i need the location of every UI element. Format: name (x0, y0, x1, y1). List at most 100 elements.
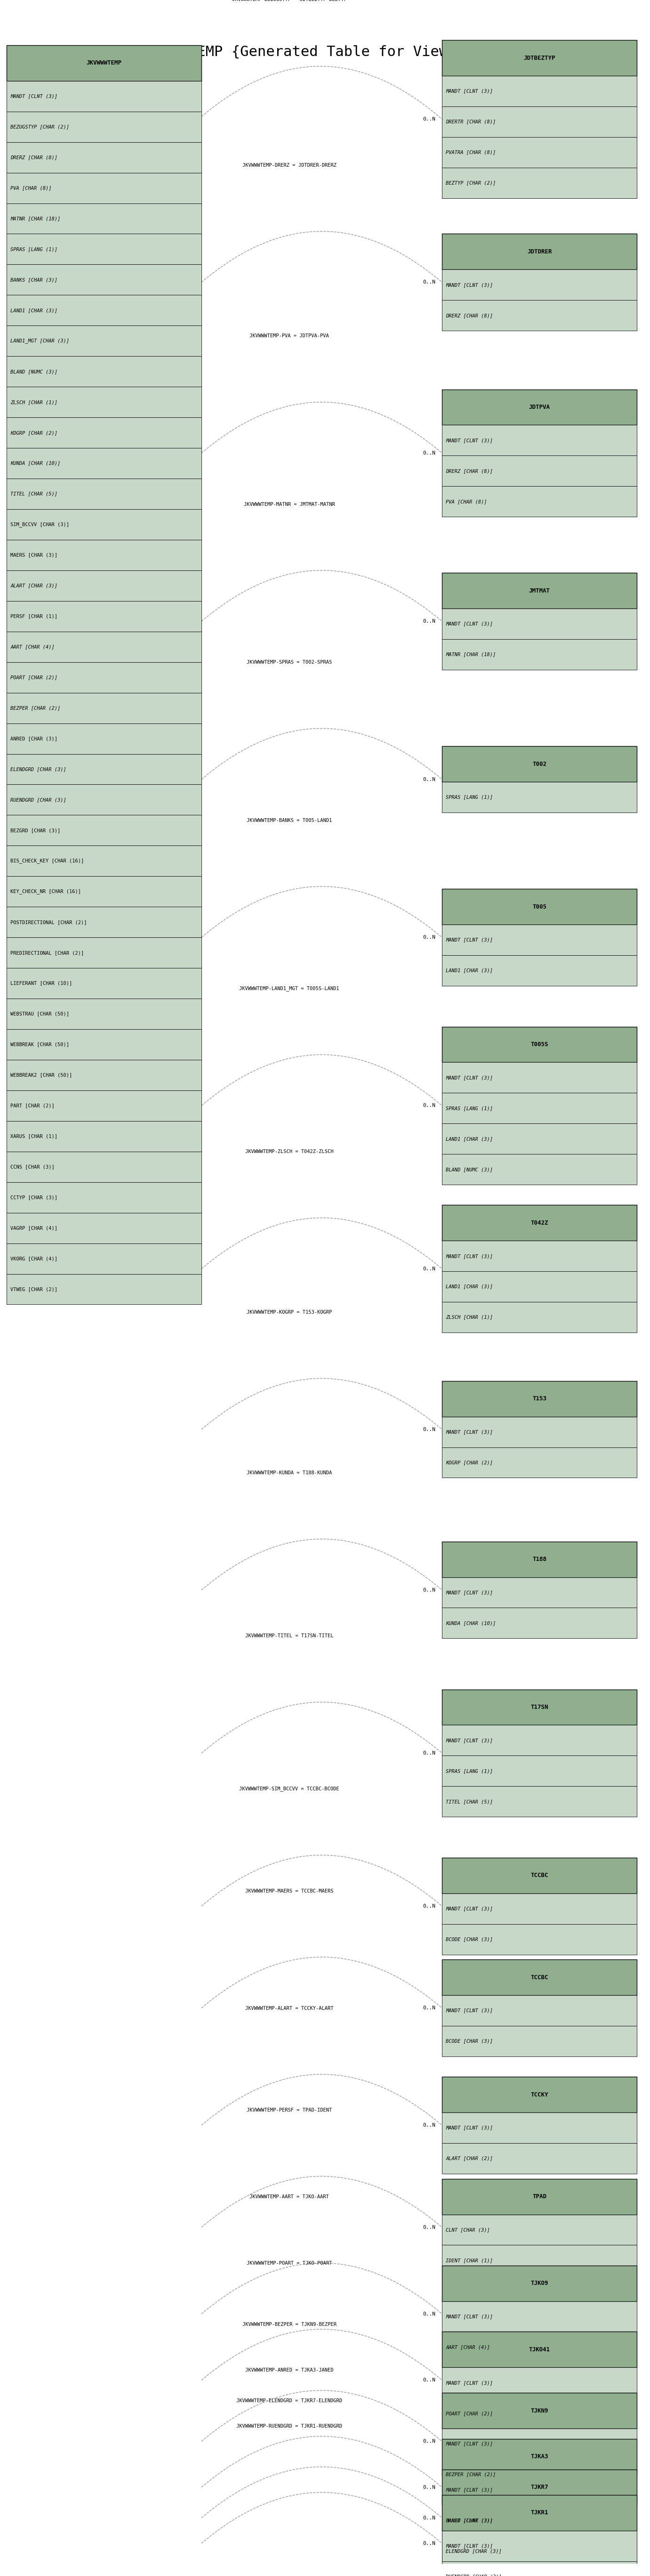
Bar (442, 1960, 637, 1996)
Bar (6, 569, 202, 600)
Bar (6, 755, 202, 786)
Bar (442, 639, 637, 670)
Text: IDENT [CHAR (1)]: IDENT [CHAR (1)] (446, 2259, 493, 2262)
Bar (442, 234, 637, 270)
Text: MANDT [CLNT (3)]: MANDT [CLNT (3)] (446, 938, 493, 943)
Text: 0..N: 0..N (422, 2517, 436, 2519)
Bar (6, 46, 202, 80)
Text: MATNR [CHAR (18)]: MATNR [CHAR (18)] (446, 652, 496, 657)
Bar (442, 301, 637, 330)
Text: 0..N: 0..N (422, 116, 436, 121)
Text: JDTDRER: JDTDRER (527, 250, 552, 255)
Bar (6, 1121, 202, 1151)
Bar (442, 2504, 637, 2535)
Text: TJKR7: TJKR7 (530, 2483, 549, 2491)
Bar (442, 1061, 637, 1092)
Bar (6, 111, 202, 142)
Bar (442, 1690, 637, 1726)
Text: MATNR [CHAR (18)]: MATNR [CHAR (18)] (10, 216, 60, 222)
Bar (442, 41, 637, 75)
Bar (6, 479, 202, 510)
Text: AART [CHAR (4)]: AART [CHAR (4)] (10, 644, 55, 649)
Text: JKVWWWTEMP-AART = TJKO-AART: JKVWWWTEMP-AART = TJKO-AART (250, 2195, 329, 2200)
Bar (6, 325, 202, 355)
Text: POART [CHAR (2)]: POART [CHAR (2)] (446, 2411, 493, 2416)
Text: T17SN: T17SN (530, 1705, 549, 1710)
Text: ELENDGRD [CHAR (3)]: ELENDGRD [CHAR (3)] (446, 2548, 502, 2553)
Text: KEY_CHECK_NR [CHAR (16)]: KEY_CHECK_NR [CHAR (16)] (10, 889, 81, 894)
Text: 0..N: 0..N (422, 1587, 436, 1592)
Bar (442, 456, 637, 487)
Bar (6, 724, 202, 755)
Text: BIS_CHECK_KEY [CHAR (16)]: BIS_CHECK_KEY [CHAR (16)] (10, 858, 84, 863)
Bar (442, 2215, 637, 2246)
Text: 0..N: 0..N (422, 451, 436, 456)
Bar (6, 600, 202, 631)
Bar (442, 889, 637, 925)
Text: CCTYP [CHAR (3)]: CCTYP [CHAR (3)] (10, 1195, 57, 1200)
Bar (442, 1607, 637, 1638)
Bar (6, 417, 202, 448)
Bar (6, 1275, 202, 1303)
Bar (442, 1785, 637, 1816)
Bar (6, 814, 202, 845)
Bar (442, 2331, 637, 2362)
Text: BCODE [CHAR (3)]: BCODE [CHAR (3)] (446, 2038, 493, 2043)
Text: MANDT [CLNT (3)]: MANDT [CLNT (3)] (446, 1589, 493, 1595)
Bar (442, 1154, 637, 1185)
Bar (6, 355, 202, 386)
Text: JKVWWWTEMP-SPRAS = T002-SPRAS: JKVWWWTEMP-SPRAS = T002-SPRAS (246, 659, 332, 665)
Text: JKVWWWTEMP-DRERZ = JDTDRER-DRERZ: JKVWWWTEMP-DRERZ = JDTDRER-DRERZ (242, 162, 336, 167)
Bar (442, 137, 637, 167)
Text: MANDT [CLNT (3)]: MANDT [CLNT (3)] (446, 1430, 493, 1435)
Bar (6, 386, 202, 417)
Bar (442, 1893, 637, 1924)
Text: LAND1 [CHAR (3)]: LAND1 [CHAR (3)] (446, 1285, 493, 1288)
Text: JKVWWWTEMP-KUNDA = T188-KUNDA: JKVWWWTEMP-KUNDA = T188-KUNDA (246, 1471, 332, 1476)
Text: BLAND [NUMC (3)]: BLAND [NUMC (3)] (446, 1167, 493, 1172)
Text: MANDT [CLNT (3)]: MANDT [CLNT (3)] (446, 2488, 493, 2491)
Bar (442, 2470, 637, 2504)
Bar (442, 1301, 637, 1332)
Text: TJKA3: TJKA3 (530, 2452, 549, 2460)
Bar (442, 1857, 637, 1893)
Text: MANDT [CLNT (3)]: MANDT [CLNT (3)] (446, 1906, 493, 1911)
Bar (6, 876, 202, 907)
Text: T042Z: T042Z (530, 1221, 549, 1226)
Text: JKVWWWTEMP-BEZPER = TJKN9-BEZPER: JKVWWWTEMP-BEZPER = TJKN9-BEZPER (242, 2321, 336, 2326)
Text: 0..N: 0..N (422, 2486, 436, 2488)
Text: PVA [CHAR (8)]: PVA [CHAR (8)] (10, 185, 51, 191)
Bar (6, 204, 202, 234)
Text: 0..N: 0..N (422, 2123, 436, 2128)
Bar (442, 925, 637, 956)
Text: AART [CHAR (4)]: AART [CHAR (4)] (446, 2344, 490, 2349)
Text: TCCBC: TCCBC (530, 1873, 549, 1878)
Bar (442, 2439, 637, 2476)
Text: JDTPVA: JDTPVA (529, 404, 550, 410)
Text: SPRAS [LANG (1)]: SPRAS [LANG (1)] (446, 1105, 493, 1110)
Text: BEZTYP [CHAR (2)]: BEZTYP [CHAR (2)] (446, 180, 496, 185)
Text: JKVWWWTEMP: JKVWWWTEMP (86, 59, 122, 67)
Text: KUNDA [CHAR (10)]: KUNDA [CHAR (10)] (10, 461, 60, 466)
Text: CCNS [CHAR (3)]: CCNS [CHAR (3)] (10, 1164, 55, 1170)
Text: SPRAS [LANG (1)]: SPRAS [LANG (1)] (10, 247, 57, 252)
Bar (442, 1206, 637, 1242)
Text: JKVWWWTEMP-PERSF = TPAD-IDENT: JKVWWWTEMP-PERSF = TPAD-IDENT (246, 2107, 332, 2112)
Bar (6, 541, 202, 569)
Text: JMTMAT: JMTMAT (529, 587, 550, 595)
Text: JKVWWWTEMP-KOGRP = T153-KOGRP: JKVWWWTEMP-KOGRP = T153-KOGRP (246, 1311, 332, 1314)
Text: JKVWWWTEMP-TITEL = T17SN-TITEL: JKVWWWTEMP-TITEL = T17SN-TITEL (245, 1633, 333, 1638)
Text: 0..N: 0..N (422, 1267, 436, 1270)
Text: 0..N: 0..N (422, 1752, 436, 1754)
Text: TJKO9: TJKO9 (530, 2280, 549, 2287)
Text: CLNT [CHAR (3)]: CLNT [CHAR (3)] (446, 2228, 490, 2233)
Text: JKVWWWTEMP-SIM_BCCVV = TCCBC-BCODE: JKVWWWTEMP-SIM_BCCVV = TCCBC-BCODE (239, 1785, 339, 1790)
Bar (442, 608, 637, 639)
Text: JKVWWWTEMP-ZLSCH = T042Z-ZLSCH: JKVWWWTEMP-ZLSCH = T042Z-ZLSCH (245, 1149, 333, 1154)
Bar (442, 2535, 637, 2566)
Bar (442, 783, 637, 811)
Bar (6, 907, 202, 938)
Bar (6, 234, 202, 265)
Text: JKVWWWTEMP-BANKS = T005-LAND1: JKVWWWTEMP-BANKS = T005-LAND1 (246, 819, 332, 822)
Text: MANDT [CLNT (3)]: MANDT [CLNT (3)] (446, 2380, 493, 2385)
